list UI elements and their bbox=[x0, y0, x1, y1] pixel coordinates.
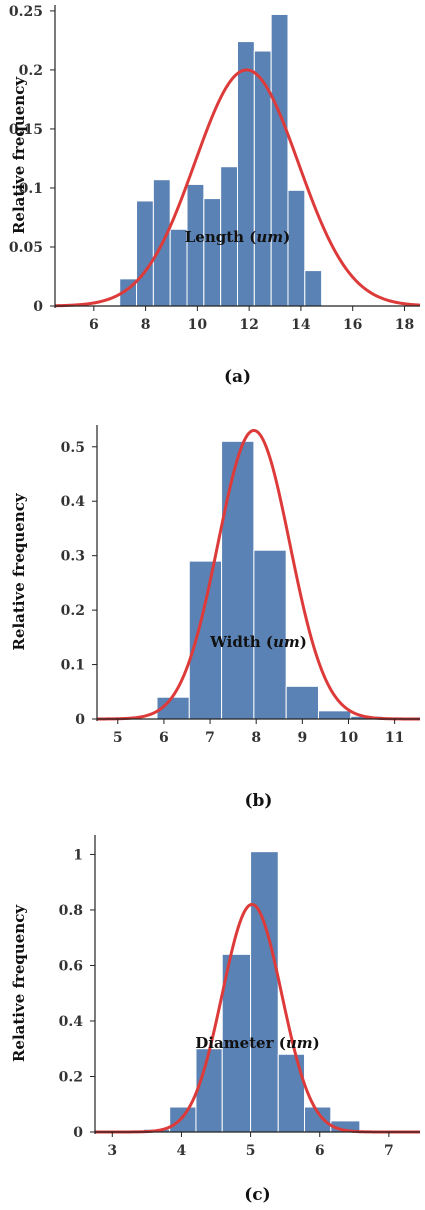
y-tick-label: 0.2 bbox=[61, 603, 85, 619]
y-tick-label: 0.8 bbox=[59, 903, 83, 919]
x-tick-label: 10 bbox=[339, 730, 359, 746]
y-tick-label: 0 bbox=[75, 712, 85, 728]
y-tick-label: 0 bbox=[73, 1125, 83, 1141]
x-tick-label: 4 bbox=[177, 1143, 187, 1159]
y-tick-label: 0.4 bbox=[61, 494, 86, 510]
histogram-width: 5 6 7 8 9 10 11 0 0.1 0.2 0.3 0.4 0.5 Width (um) Relat… bbox=[10, 425, 420, 811]
x-axis-label: Width (um) bbox=[209, 633, 307, 651]
y-tick-label: 0.2 bbox=[19, 63, 43, 79]
x-tick-label: 16 bbox=[343, 317, 362, 333]
y-axis-label: Relative frequency bbox=[10, 492, 28, 650]
x-tick-label: 5 bbox=[246, 1143, 256, 1159]
histogram-bar bbox=[195, 1048, 223, 1133]
y-tick-label: 0.25 bbox=[9, 4, 43, 20]
x-tick-label: 7 bbox=[384, 1143, 394, 1159]
y-tick-label: 0.15 bbox=[9, 122, 43, 138]
x-tick-label: 7 bbox=[205, 730, 215, 746]
y-tick-label: 0.5 bbox=[61, 440, 85, 456]
histogram-bar bbox=[270, 13, 289, 307]
histogram-bar bbox=[277, 1053, 306, 1133]
histogram-bar bbox=[221, 440, 255, 720]
bars bbox=[142, 851, 361, 1133]
histogram-bar bbox=[169, 1106, 197, 1133]
panel-caption: (c) bbox=[244, 1185, 270, 1205]
x-tick-label: 8 bbox=[251, 730, 261, 746]
histogram-bar bbox=[250, 851, 279, 1133]
x-tick-label: 10 bbox=[188, 317, 208, 333]
x-tick-label: 6 bbox=[315, 1143, 325, 1159]
x-tick-label: 6 bbox=[159, 730, 169, 746]
x-tick-label: 5 bbox=[113, 730, 123, 746]
histogram-bar bbox=[317, 710, 352, 720]
normal-fit-curve bbox=[54, 68, 421, 308]
y-tick-label: 0.1 bbox=[19, 181, 43, 197]
y-tick-label: 0.2 bbox=[59, 1069, 83, 1085]
x-tick-label: 18 bbox=[395, 317, 414, 333]
y-tick-label: 0.1 bbox=[61, 658, 85, 674]
x-axis-label: Length (um) bbox=[185, 228, 291, 246]
y-tick-label: 0.3 bbox=[61, 549, 85, 565]
x-tick-label: 9 bbox=[297, 730, 307, 746]
x-tick-label: 3 bbox=[107, 1143, 117, 1159]
histogram-bar bbox=[253, 549, 287, 720]
y-tick-label: 0.6 bbox=[59, 958, 83, 974]
normal-fit-curve bbox=[96, 428, 420, 721]
histogram-bar bbox=[285, 685, 319, 720]
y-tick-label: 0.05 bbox=[9, 240, 43, 256]
y-axis-label: Relative frequency bbox=[10, 76, 28, 234]
histogram-bar bbox=[287, 189, 306, 307]
bars bbox=[156, 440, 384, 720]
histogram-length: 6 8 10 12 14 16 18 0 0.05 0.1 0.15 0.2 0.25 Length (u… bbox=[9, 4, 421, 387]
histogram-bar bbox=[237, 41, 255, 307]
y-tick-label: 1 bbox=[73, 847, 83, 863]
x-tick-label: 8 bbox=[141, 317, 151, 333]
x-tick-label: 6 bbox=[89, 317, 99, 333]
y-tick-label: 0.4 bbox=[59, 1014, 84, 1030]
panel-caption: (a) bbox=[224, 367, 251, 387]
histogram-bar bbox=[221, 953, 252, 1133]
histogram-bar bbox=[203, 198, 222, 307]
histogram-bar bbox=[136, 200, 154, 307]
x-tick-label: 14 bbox=[291, 317, 311, 333]
x-tick-label: 11 bbox=[385, 730, 404, 746]
x-axis-label: Diameter (um) bbox=[195, 1034, 319, 1052]
histogram-bar bbox=[304, 270, 323, 307]
histogram-diameter: 3 4 5 6 7 0 0.2 0.4 0.6 0.8 1 Diameter (um) Relative… bbox=[10, 835, 420, 1205]
x-tick-label: 12 bbox=[239, 317, 258, 333]
panel-caption: (b) bbox=[245, 791, 273, 811]
y-tick-label: 0 bbox=[33, 299, 43, 315]
bars bbox=[119, 13, 323, 307]
y-axis-label: Relative frequency bbox=[10, 904, 28, 1062]
